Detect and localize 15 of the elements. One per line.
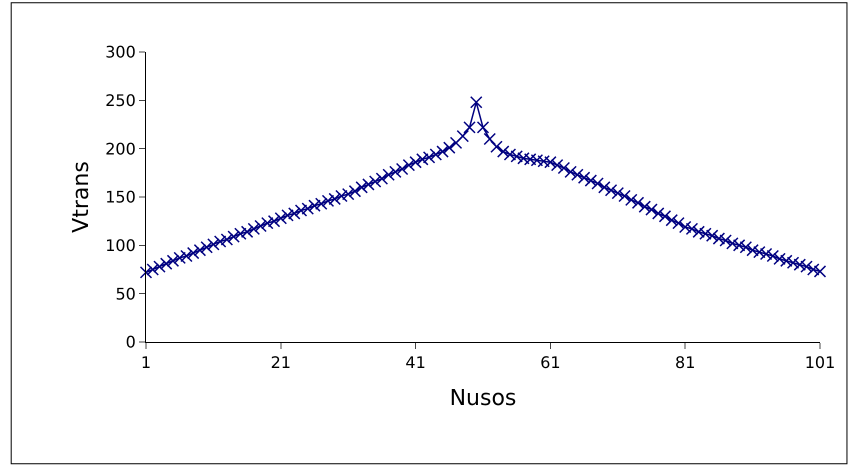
y-tick-label: 100 [105, 236, 136, 255]
x-tick-label: 1 [140, 353, 152, 372]
y-tick-label: 250 [105, 90, 136, 110]
x-tick-label: 61 [540, 353, 561, 372]
y-tick-label: 200 [105, 139, 136, 158]
x-tick-label: 21 [270, 353, 291, 372]
y-axis-title: Vtrans [69, 161, 94, 233]
y-tick-label: 300 [105, 42, 136, 62]
x-axis-title: Nusos [450, 386, 516, 412]
y-tick-label: 50 [115, 284, 136, 304]
x-tick-label: 81 [675, 353, 696, 372]
x-tick-label: 101 [804, 353, 836, 372]
x-tick-label: 41 [405, 353, 426, 372]
y-tick-label: 0 [126, 332, 136, 352]
y-tick-label: 150 [105, 188, 136, 207]
